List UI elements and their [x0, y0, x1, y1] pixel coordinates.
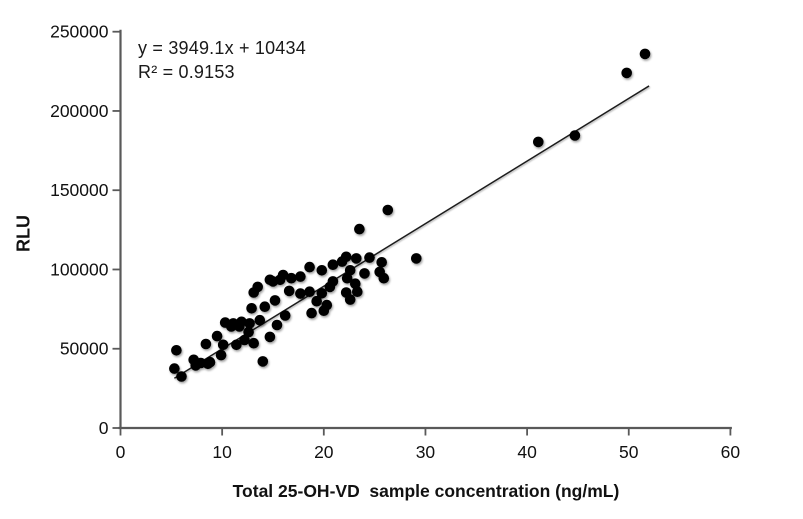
x-tick-label: 40	[517, 442, 537, 462]
data-point	[344, 265, 356, 276]
data-point	[304, 261, 315, 273]
data-point	[283, 285, 295, 297]
data-point	[340, 251, 352, 263]
data-point	[344, 294, 356, 305]
data-point	[257, 356, 269, 367]
data-point	[279, 310, 291, 321]
data-point	[327, 259, 339, 271]
data-point	[246, 303, 257, 314]
y-tick-label: 0	[99, 418, 109, 438]
data-point	[376, 257, 388, 268]
data-point	[271, 319, 283, 331]
data-point	[243, 326, 254, 338]
r-squared-text: R² = 0.9153	[138, 62, 235, 82]
data-point	[359, 268, 370, 279]
data-point	[239, 334, 250, 346]
data-point	[211, 330, 223, 342]
data-point	[248, 337, 259, 349]
data-point	[204, 356, 216, 368]
x-tick-label: 0	[116, 442, 126, 462]
data-point	[364, 252, 375, 263]
data-point	[215, 349, 227, 361]
data-point	[252, 281, 263, 293]
data-point	[327, 276, 339, 287]
y-tick-label: 100000	[50, 259, 109, 279]
data-point	[295, 271, 306, 282]
data-point	[200, 338, 212, 350]
y-axis-title: RLU	[13, 215, 34, 252]
data-point	[231, 339, 242, 351]
y-tick-label: 200000	[50, 101, 109, 121]
data-point	[306, 307, 317, 319]
x-tick-label: 10	[212, 442, 232, 462]
data-point	[286, 272, 297, 284]
y-tick-label: 50000	[60, 339, 109, 359]
y-tick-label: 250000	[50, 22, 109, 42]
x-tick-label: 60	[721, 442, 741, 462]
scatter-points	[169, 48, 651, 382]
data-point	[169, 363, 180, 374]
x-tick-label: 20	[314, 442, 334, 462]
data-point	[176, 371, 187, 382]
data-point	[217, 339, 229, 351]
data-point	[354, 223, 365, 235]
y-tick-label: 150000	[50, 180, 109, 200]
data-point	[264, 331, 276, 343]
data-point	[311, 295, 323, 307]
data-point	[382, 204, 394, 216]
data-point	[533, 136, 544, 148]
data-point	[621, 67, 632, 79]
data-point	[254, 314, 266, 326]
data-point	[295, 288, 306, 299]
data-point	[639, 48, 651, 60]
x-axis-title: Total 25-OH-VD sample concentration (ng/…	[232, 481, 620, 501]
data-point	[351, 253, 362, 264]
data-point	[316, 288, 328, 299]
data-point	[244, 318, 255, 329]
data-point	[411, 253, 422, 264]
data-point	[277, 269, 289, 281]
data-point	[316, 265, 328, 276]
data-point	[378, 272, 390, 284]
trendline-annotation: y = 3949.1x + 10434 R² = 0.9153	[138, 36, 306, 84]
data-point	[304, 286, 315, 298]
data-point	[352, 286, 363, 298]
data-point	[171, 345, 182, 356]
x-tick-label: 30	[416, 442, 436, 462]
data-point	[236, 316, 247, 328]
data-point	[321, 299, 333, 311]
data-point	[569, 130, 581, 141]
data-point	[350, 278, 361, 290]
equation-text: y = 3949.1x + 10434	[138, 38, 306, 58]
x-tick-label: 50	[619, 442, 639, 462]
data-point	[269, 295, 281, 306]
data-point	[259, 301, 271, 313]
